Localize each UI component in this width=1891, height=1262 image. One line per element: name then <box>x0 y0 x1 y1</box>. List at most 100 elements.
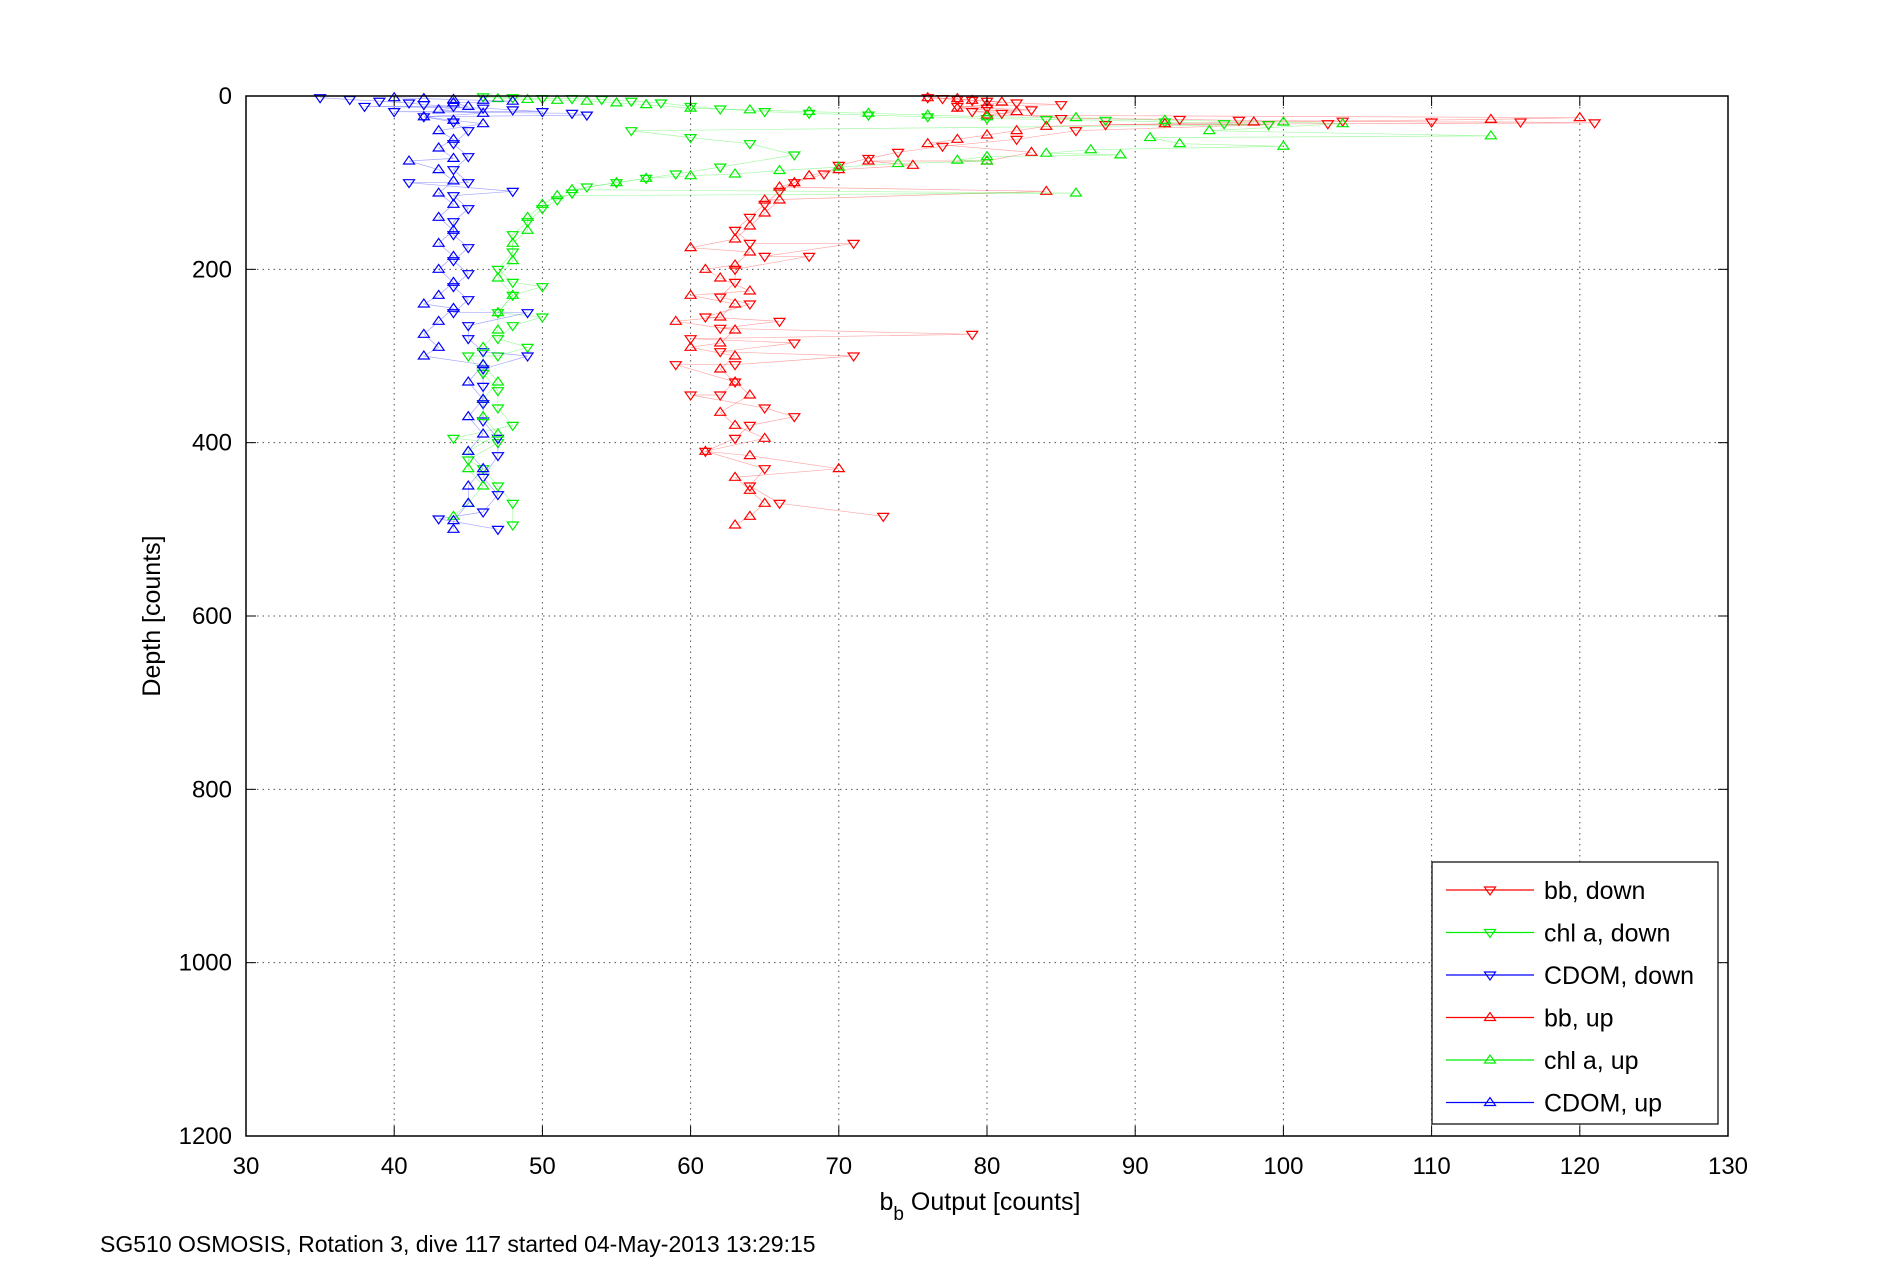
data-point <box>743 219 757 230</box>
data-point <box>446 166 461 176</box>
data-point <box>802 252 816 263</box>
data-point <box>1513 118 1528 129</box>
data-point <box>1158 114 1172 124</box>
data-point <box>832 462 846 473</box>
data-point <box>728 258 742 269</box>
data-point <box>446 510 461 520</box>
data-point <box>417 113 431 123</box>
x-axis-label-subscript: b <box>893 1204 904 1225</box>
data-point <box>743 510 757 520</box>
data-point <box>476 400 490 410</box>
data-point <box>461 352 475 363</box>
data-point <box>506 106 520 116</box>
data-point <box>965 108 979 118</box>
data-point <box>891 148 905 159</box>
data-point <box>950 154 965 164</box>
data-point <box>491 335 505 345</box>
data-point <box>698 445 713 455</box>
y-axis-label: Depth [counts] <box>138 535 166 696</box>
data-point <box>906 159 920 169</box>
data-point <box>1069 127 1083 137</box>
data-point <box>728 232 742 243</box>
data-point <box>802 105 816 116</box>
data-point <box>387 108 401 118</box>
data-point <box>491 434 505 445</box>
data-point <box>580 111 594 122</box>
data-point <box>446 114 461 124</box>
data-point <box>491 427 505 438</box>
x-axis-label-main: b <box>880 1188 894 1216</box>
legend-marker <box>1483 1096 1497 1107</box>
data-point <box>1039 115 1053 126</box>
data-point <box>950 102 965 112</box>
data-point <box>669 315 683 325</box>
x-tick-label: 40 <box>381 1153 408 1180</box>
data-point <box>476 369 490 380</box>
data-point <box>432 103 446 114</box>
data-point <box>491 482 505 493</box>
data-point <box>461 445 475 455</box>
legend-label: bb, up <box>1544 1005 1614 1033</box>
data-point <box>758 465 772 475</box>
y-tick-label: 1200 <box>179 1123 232 1150</box>
data-point <box>506 322 520 332</box>
legend-marker <box>1483 886 1497 897</box>
data-point <box>965 330 979 341</box>
data-point <box>787 413 801 423</box>
data-point <box>1276 140 1291 150</box>
data-point <box>402 179 416 189</box>
data-point <box>758 206 772 217</box>
data-point <box>476 479 490 490</box>
data-point <box>1484 129 1498 140</box>
data-point <box>639 172 653 182</box>
legend-label: bb, down <box>1544 877 1645 905</box>
data-point <box>609 179 624 189</box>
data-point <box>772 193 787 204</box>
x-axis-label-rest: Output [counts] <box>904 1188 1081 1216</box>
data-point <box>461 462 475 473</box>
data-point <box>446 434 461 445</box>
data-point <box>357 102 372 113</box>
data-point <box>491 404 505 415</box>
data-point <box>550 94 564 104</box>
data-point <box>506 421 520 432</box>
data-point <box>520 211 535 221</box>
data-point <box>1009 124 1024 135</box>
data-point <box>832 161 846 171</box>
data-point <box>461 375 475 386</box>
x-tick-label: 130 <box>1708 1153 1748 1180</box>
data-point <box>520 218 535 228</box>
data-point <box>476 393 490 403</box>
y-tick-label: 800 <box>192 776 232 803</box>
data-point <box>758 108 772 118</box>
data-point <box>1573 111 1587 122</box>
data-point <box>432 211 446 221</box>
series-line <box>675 97 1580 526</box>
data-point <box>728 471 742 481</box>
data-point <box>491 271 505 282</box>
data-point <box>728 297 742 308</box>
data-point <box>772 180 787 191</box>
data-point <box>980 128 994 139</box>
data-point <box>758 404 772 415</box>
x-axis-label: bb Output [counts] <box>880 1188 1081 1225</box>
data-point <box>980 109 994 119</box>
data-point <box>446 302 461 312</box>
data-point <box>950 133 965 143</box>
data-point <box>446 93 461 104</box>
data-point <box>506 248 520 259</box>
data-point <box>446 276 461 286</box>
data-point <box>743 284 757 295</box>
data-point <box>535 108 550 118</box>
figure-caption: SG510 OSMOSIS, Rotation 3, dive 117 star… <box>100 1231 816 1257</box>
data-point <box>520 352 535 363</box>
data-point <box>728 278 742 289</box>
series-line <box>394 97 513 530</box>
data-point <box>728 265 742 276</box>
x-tick-label: 50 <box>529 1153 556 1180</box>
data-point <box>1247 115 1261 126</box>
series-line <box>320 97 587 530</box>
data-point <box>432 237 446 247</box>
data-point <box>476 348 490 358</box>
data-point <box>491 439 505 449</box>
